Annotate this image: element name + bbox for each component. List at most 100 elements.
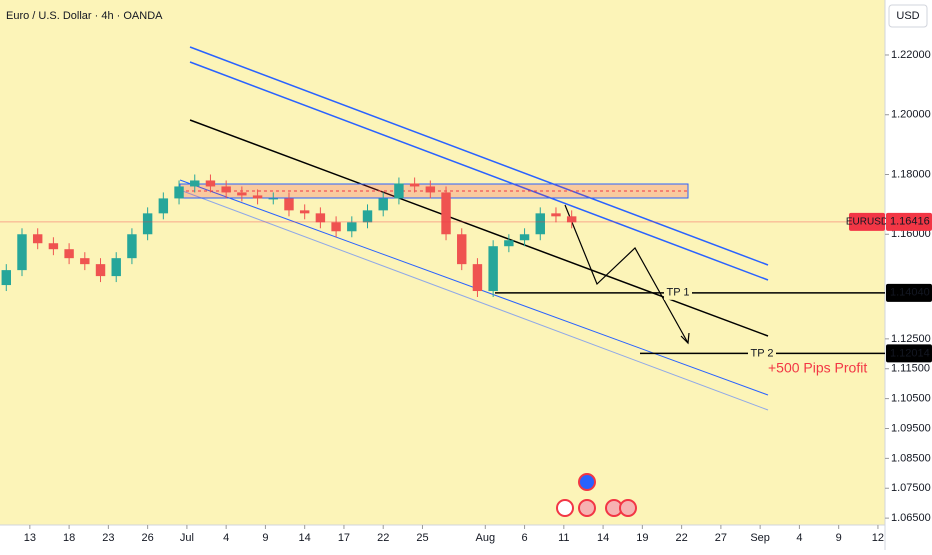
y-tick-label: 1.16000 (891, 228, 931, 240)
annotation: +500 Pips Profit (768, 360, 867, 376)
x-tick-label: 11 (558, 532, 569, 544)
price-tag-label: 1.12014 (890, 347, 930, 359)
candle-body (362, 210, 373, 223)
y-tick-label: 1.12500 (891, 333, 931, 345)
trend-line (189, 119, 769, 337)
channel-line (189, 61, 769, 281)
x-tick-label: 9 (836, 532, 842, 544)
chart-title: Euro / U.S. Dollar · 4h · OANDA (6, 10, 163, 22)
target-name: TP 1 (666, 287, 689, 299)
x-tick-label: 22 (377, 532, 389, 544)
candle-body (17, 234, 27, 271)
x-tick-label: Aug (476, 532, 496, 544)
candle-body (425, 186, 436, 193)
y-tick-label: 1.06500 (891, 512, 931, 524)
candle-body (566, 216, 577, 223)
candle-body (142, 213, 153, 235)
drawings (1, 46, 769, 411)
x-tick-label: 18 (63, 532, 75, 544)
candle-body (347, 222, 357, 232)
y-tick-label: 1.09500 (891, 422, 931, 434)
candle-body (315, 213, 326, 223)
candle-body (221, 186, 231, 193)
event-icon[interactable] (578, 499, 596, 517)
symbol-tag (849, 212, 885, 231)
candle-body (409, 183, 420, 187)
candle-body (205, 180, 216, 187)
x-tick-label: 19 (636, 532, 648, 544)
candle-body (237, 192, 247, 196)
candle-body (457, 234, 467, 265)
x-tick-label: 25 (416, 532, 428, 544)
candle-body (284, 198, 294, 211)
candle-body (64, 249, 74, 259)
candle-body (551, 213, 561, 217)
candle-body (48, 243, 59, 250)
candle-body (472, 264, 483, 292)
y-tick-label: 1.22000 (891, 49, 931, 61)
candle-body (268, 198, 278, 200)
price-tag (886, 283, 932, 302)
event-icon[interactable] (619, 499, 637, 517)
candle-body (111, 258, 121, 277)
x-tick-label: 12 (872, 532, 884, 544)
event-icons (556, 473, 637, 517)
price-tag-label: 1.14040 (890, 287, 930, 299)
candle-body (95, 264, 106, 277)
price-tag (886, 344, 932, 363)
candle-body (488, 246, 498, 292)
candle-body (158, 198, 169, 214)
channel-line (189, 46, 769, 266)
candle-body (252, 195, 263, 199)
target-tag-bg (748, 346, 776, 361)
target-tag-bg (664, 285, 692, 300)
x-tick-label: 14 (299, 532, 311, 544)
candle-body (394, 183, 404, 199)
candle-body (1, 270, 11, 286)
x-tick-label: 17 (338, 532, 350, 544)
currency-box[interactable] (888, 4, 928, 28)
arrow-head (680, 332, 690, 345)
candle-body (190, 180, 200, 187)
x-tick-label: 27 (715, 532, 727, 544)
price-axis (885, 0, 932, 550)
x-tick-label: 4 (223, 532, 229, 544)
x-tick-label: 13 (24, 532, 36, 544)
last-price-tag (886, 212, 932, 231)
y-tick-label: 1.18000 (891, 168, 931, 180)
x-tick-label: 4 (796, 532, 802, 544)
symbol-label: EURUSD (846, 216, 888, 227)
x-tick-label: 22 (675, 532, 687, 544)
plot-background (0, 0, 885, 525)
event-icon[interactable] (578, 473, 596, 491)
x-tick-label: 23 (102, 532, 114, 544)
time-axis (0, 525, 885, 550)
candle-body (331, 222, 341, 232)
candle-body (378, 198, 388, 211)
x-tick-label: 6 (521, 532, 527, 544)
event-icon[interactable] (556, 499, 574, 517)
projection-path (564, 204, 689, 344)
x-tick-label: Sep (750, 532, 770, 544)
candle-body (174, 186, 184, 199)
x-tick-label: 14 (597, 532, 609, 544)
y-tick-label: 1.08500 (891, 452, 931, 464)
y-tick-label: 1.10500 (891, 393, 931, 405)
candle-body (519, 234, 530, 241)
x-tick-label: 26 (142, 532, 154, 544)
candle-body (32, 234, 43, 244)
x-tick-label: Jul (180, 532, 194, 544)
candle-body (535, 213, 545, 235)
y-tick-label: 1.07500 (891, 482, 931, 494)
currency: USD (896, 10, 919, 22)
candle-body (441, 192, 451, 235)
x-tick-label: 9 (262, 532, 268, 544)
target-name: TP 2 (750, 347, 773, 359)
candle-body (299, 210, 310, 214)
candle-body (504, 240, 514, 247)
candle-body (80, 258, 90, 265)
candle-body (127, 234, 137, 259)
last-price-label: 1.16416 (890, 216, 930, 228)
